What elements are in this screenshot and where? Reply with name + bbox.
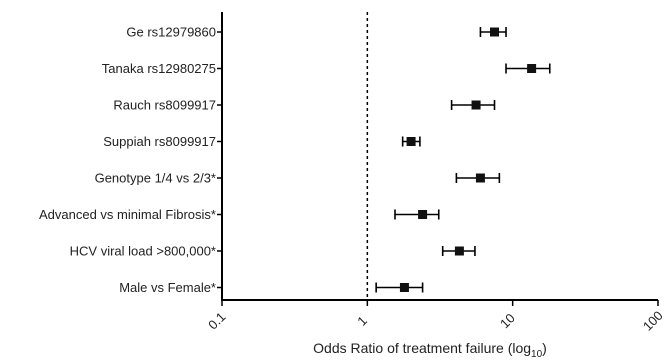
- x-tick-label: 100: [640, 308, 665, 334]
- data-marks: [375, 27, 551, 293]
- x-ticks: 0.1 1 10 100: [205, 300, 665, 334]
- ci-row: [479, 27, 507, 37]
- x-axis-title-main: Odds Ratio of treatment failure (log: [313, 340, 531, 356]
- category-label: Male vs Female*: [119, 280, 216, 295]
- ci-row: [394, 209, 440, 220]
- ci-row: [401, 136, 421, 147]
- ci-row: [441, 246, 476, 256]
- odds-ratio-point: [490, 27, 500, 37]
- x-tick-label: 1: [354, 313, 370, 329]
- odds-ratio-point: [418, 210, 428, 219]
- ci-row: [450, 100, 496, 110]
- x-tick-label: 0.1: [205, 309, 228, 332]
- x-axis-title-close: ): [542, 340, 547, 356]
- odds-ratio-point: [406, 137, 416, 146]
- x-tick-label: 10: [497, 310, 518, 331]
- x-axis-title-subscript: 10: [531, 349, 543, 360]
- odds-ratio-point: [527, 64, 537, 73]
- ci-row: [505, 63, 551, 74]
- category-labels: Ge rs12979860 Tanaka rs12980275 Rauch rs80…: [39, 25, 222, 295]
- odds-ratio-point: [399, 283, 409, 292]
- odds-ratio-point: [454, 246, 464, 256]
- category-label: Suppiah rs8099917: [103, 134, 216, 149]
- category-label: Ge rs12979860: [126, 25, 216, 40]
- category-label: Genotype 1/4 vs 2/3*: [95, 171, 216, 186]
- category-label: HCV viral load >800,000*: [70, 244, 216, 259]
- ci-row: [375, 282, 424, 293]
- x-axis-title: Odds Ratio of treatment failure (log10): [313, 340, 547, 360]
- category-label: Rauch rs8099917: [113, 98, 216, 113]
- ci-row: [455, 173, 501, 183]
- category-label: Advanced vs minimal Fibrosis*: [39, 207, 216, 222]
- odds-ratio-point: [471, 100, 481, 110]
- category-label: Tanaka rs12980275: [102, 61, 216, 76]
- odds-ratio-point: [475, 173, 485, 183]
